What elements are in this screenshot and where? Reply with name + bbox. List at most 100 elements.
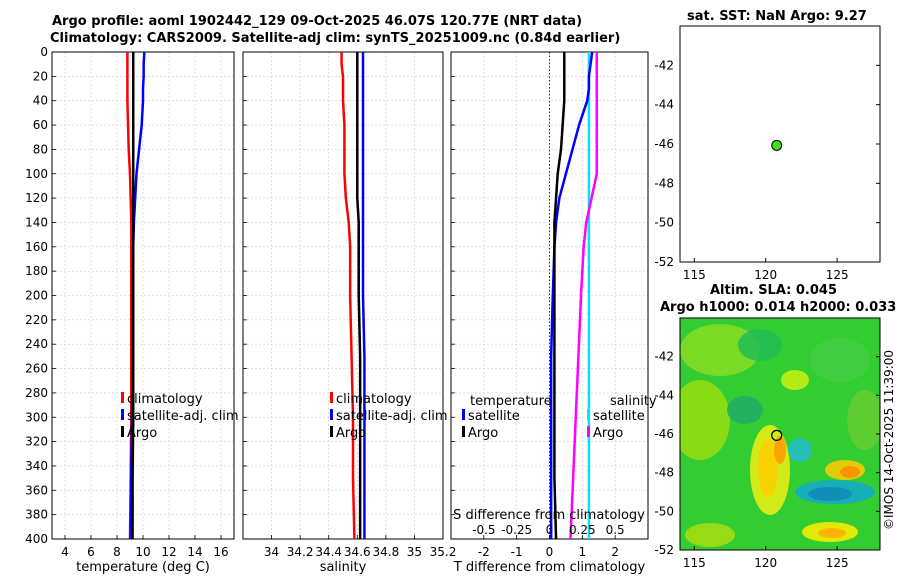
x-tick-label: 34.6 (344, 545, 371, 559)
sst-map-title: sat. SST: NaN Argo: 9.27 (687, 9, 867, 24)
y-tick-label: 280 (25, 386, 48, 400)
legend-climatology-swatch (121, 392, 124, 403)
y-tick-label: 20 (33, 69, 48, 83)
y-tick-label: 340 (25, 459, 48, 473)
x-tick-label: 35 (407, 545, 422, 559)
x-axis-label: T difference from climatology (453, 560, 646, 575)
sla-anomaly-patch (781, 370, 809, 390)
sla-map-x-tick-label: 125 (826, 556, 849, 570)
series-salinity-satellite-adj-clim (361, 52, 366, 539)
sla-map-y-tick-label: -44 (654, 388, 674, 402)
sla-anomaly-patch (680, 324, 760, 376)
sla-anomaly-patch (685, 523, 735, 547)
y-tick-label: 80 (33, 142, 48, 156)
x-tick-label: 10 (135, 545, 150, 559)
sla-anomaly-patch (727, 396, 763, 424)
legend-sal-argo-swatch (587, 426, 590, 437)
top-axis-label: S difference from climatology (453, 508, 645, 523)
legend-temperature-title: temperature (470, 394, 552, 409)
sst-map-y-tick-label: -46 (654, 137, 674, 151)
top-tick-label: 0 (546, 523, 554, 537)
y-tick-label: 380 (25, 508, 48, 522)
top-tick-label: -0.25 (501, 523, 532, 537)
legend-sal-satellite: satellite (593, 409, 645, 424)
legend-satellite-swatch (330, 409, 333, 420)
sla-anomaly-patch (847, 390, 880, 450)
x-tick-label: 34 (264, 545, 279, 559)
panel-difference: -2 -1 0 1 2T difference from climatology (450, 51, 649, 575)
sla-map-y-tick-label: -46 (654, 427, 674, 441)
sla-anomaly-patch (840, 466, 860, 478)
altim-title-line2: Argo h1000: 0.014 h2000: 0.033 (660, 300, 897, 315)
legend-satellite: satellite-adj. clim (127, 409, 239, 424)
y-tick-label: 220 (25, 313, 48, 327)
y-tick-label: 200 (25, 289, 48, 303)
sla-anomaly-patch (808, 487, 852, 501)
sla-anomaly-patch (774, 436, 786, 464)
sst-map-y-tick-label: -48 (654, 176, 674, 190)
series-temperature-argo (131, 52, 135, 539)
legend-argo-swatch (330, 426, 333, 437)
x-tick-label: 14 (187, 545, 202, 559)
y-tick-label: 100 (25, 167, 48, 181)
legend-sal-argo: Argo (593, 426, 623, 441)
sst-map-y-tick-label: -50 (654, 216, 674, 230)
legend-temp-argo-swatch (462, 426, 465, 437)
x-tick-label: 35.2 (430, 545, 457, 559)
legend-satellite: satellite-adj. clim (336, 409, 448, 424)
legend-climatology: climatology (336, 392, 412, 407)
series-salinity-argo (356, 52, 362, 539)
series-salinity-climatology (340, 52, 356, 540)
y-tick-label: 180 (25, 264, 48, 278)
argo-position-circle (771, 429, 783, 441)
x-axis-label: salinity (320, 560, 367, 575)
altim-title-line1: Altim. SLA: 0.045 (710, 283, 837, 298)
legend-sal-satellite-swatch (587, 409, 590, 420)
legend-temp-satellite-swatch (462, 409, 465, 420)
top-tick-label: -0.5 (472, 523, 495, 537)
sst-map-x-tick-label: 125 (826, 268, 849, 282)
sla-map-y-tick-label: -42 (654, 350, 674, 364)
y-tick-label: 400 (25, 532, 48, 546)
main-title-line1: Argo profile: aoml 1902442_129 09-Oct-20… (52, 14, 583, 29)
y-tick-label: 160 (25, 240, 48, 254)
x-tick-label: 0 (546, 545, 554, 559)
legend-temp-argo: Argo (468, 426, 498, 441)
sst-map-y-tick-label: -44 (654, 98, 674, 112)
x-tick-label: 34.2 (287, 545, 314, 559)
y-tick-label: 120 (25, 191, 48, 205)
x-tick-label: 16 (213, 545, 228, 559)
legend-argo: Argo (336, 426, 366, 441)
series-salinity-argo (569, 52, 599, 540)
sla-map-x-tick-label: 120 (754, 556, 777, 570)
x-tick-label: 1 (579, 545, 587, 559)
legend-satellite-swatch (121, 409, 124, 420)
sst-map-y-tick-label: -42 (654, 58, 674, 72)
sla-map-x-tick-label: 115 (683, 556, 706, 570)
x-tick-label: 8 (113, 545, 121, 559)
y-tick-label: 140 (25, 215, 48, 229)
series-temperature-satellite (549, 51, 594, 539)
sst-map-y-tick-label: -52 (654, 255, 674, 269)
sla-map-y-tick-label: -52 (654, 543, 674, 557)
sla-anomaly-patch (810, 338, 870, 382)
sst-map-x-tick-label: 115 (683, 268, 706, 282)
x-tick-label: -2 (478, 545, 490, 559)
argo-position-marker (771, 139, 783, 151)
credit-label: ©IMOS 14-Oct-2025 11:39:00 (882, 350, 896, 530)
sla-anomaly-patch (818, 528, 846, 538)
sla-map-y-tick-label: -48 (654, 466, 674, 480)
y-tick-label: 320 (25, 435, 48, 449)
sla-anomaly-patch (738, 329, 782, 361)
legend-temp-satellite: satellite (468, 409, 520, 424)
x-tick-label: 12 (161, 545, 176, 559)
y-tick-label: 240 (25, 337, 48, 351)
sla-heatmap (680, 318, 880, 550)
legend-climatology: climatology (127, 392, 203, 407)
y-tick-label: 300 (25, 410, 48, 424)
series-temperature-argo (553, 52, 566, 540)
main-title-line2: Climatology: CARS2009. Satellite-adj cli… (50, 31, 621, 46)
x-tick-label: 2 (611, 545, 619, 559)
